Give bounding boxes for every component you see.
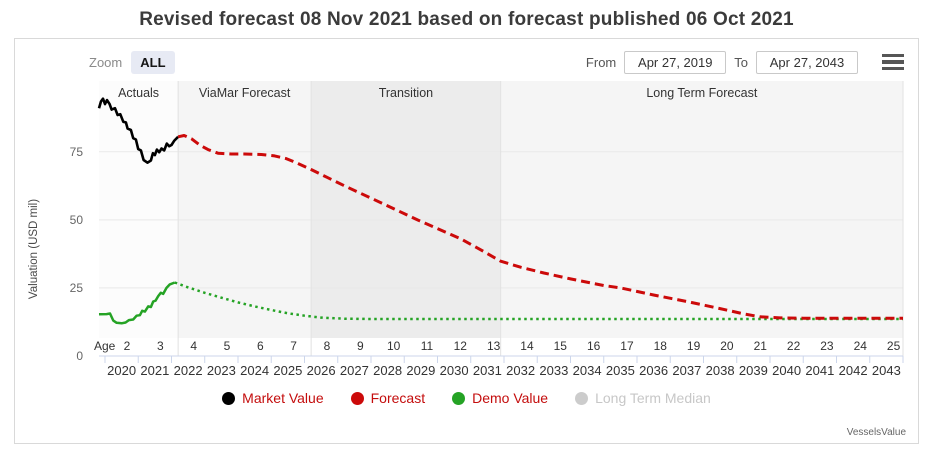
year-tick-label-2042: 2042 xyxy=(839,363,868,378)
age-tick-label-22: 22 xyxy=(787,339,801,353)
series-demo-value-forecast- xyxy=(174,281,903,321)
legend-marker-icon xyxy=(222,391,236,405)
age-tick-label-23: 23 xyxy=(820,339,834,353)
y-tick-label-75: 75 xyxy=(70,145,84,159)
legend-label: Demo Value xyxy=(472,390,549,406)
year-tick-label-2023: 2023 xyxy=(207,363,236,378)
page-title: Revised forecast 08 Nov 2021 based on fo… xyxy=(139,9,794,30)
from-label: From xyxy=(585,54,617,70)
year-tick-label-2026: 2026 xyxy=(307,363,336,378)
series-demo-value-actual- xyxy=(98,281,176,325)
age-tick-label-3: 3 xyxy=(157,339,164,353)
year-tick-label-2029: 2029 xyxy=(406,363,435,378)
y-tick-label-25: 25 xyxy=(70,281,84,295)
legend-item-forecast[interactable]: Forecast xyxy=(350,390,426,406)
age-tick-label-25: 25 xyxy=(887,339,901,353)
age-tick-label-11: 11 xyxy=(421,339,434,353)
legend-label: Long Term Median xyxy=(595,390,711,406)
year-tick-label-2038: 2038 xyxy=(706,363,735,378)
year-tick-label-2031: 2031 xyxy=(473,363,502,378)
plot-band-actuals xyxy=(99,81,179,338)
legend-marker-icon xyxy=(452,391,466,405)
year-tick-label-2043: 2043 xyxy=(872,363,901,378)
year-tick-label-2037: 2037 xyxy=(672,363,701,378)
age-tick-label-15: 15 xyxy=(554,339,568,353)
plot-band-transition xyxy=(311,81,501,338)
plot-band-viamar-forecast xyxy=(178,81,312,338)
zoom-all-button[interactable]: ALL xyxy=(131,50,175,74)
region-label-long-term-forecast: Long Term Forecast xyxy=(646,86,757,100)
legend-marker-icon xyxy=(350,391,364,405)
series-forecast xyxy=(177,134,903,320)
year-tick-label-2041: 2041 xyxy=(805,363,834,378)
plot-band-long-term-forecast xyxy=(500,81,903,338)
year-tick-label-2030: 2030 xyxy=(440,363,469,378)
year-tick-label-2035: 2035 xyxy=(606,363,635,378)
year-tick-label-2022: 2022 xyxy=(174,363,203,378)
legend-item-long-term-median[interactable]: Long Term Median xyxy=(575,390,711,406)
region-label-transition: Transition xyxy=(379,86,433,100)
year-tick-label-2034: 2034 xyxy=(573,363,602,378)
age-tick-label-24: 24 xyxy=(854,339,868,353)
y-axis-title: Valuation (USD mil) xyxy=(28,199,40,299)
year-tick-label-2028: 2028 xyxy=(373,363,402,378)
age-tick-label-19: 19 xyxy=(687,339,701,353)
year-tick-label-2039: 2039 xyxy=(739,363,768,378)
age-tick-label-18: 18 xyxy=(654,339,668,353)
year-tick-label-2036: 2036 xyxy=(639,363,668,378)
year-tick-label-2024: 2024 xyxy=(240,363,269,378)
year-tick-label-2040: 2040 xyxy=(772,363,801,378)
age-tick-label-12: 12 xyxy=(454,339,468,353)
age-tick-label-21: 21 xyxy=(754,339,768,353)
chart-toolbar: Zoom ALL From To xyxy=(23,49,910,75)
year-tick-label-2027: 2027 xyxy=(340,363,369,378)
date-range-group: From To xyxy=(586,49,906,76)
legend-label: Market Value xyxy=(242,390,324,406)
age-tick-label-6: 6 xyxy=(257,339,264,353)
age-tick-label-13: 13 xyxy=(487,339,501,353)
age-axis-label: Age xyxy=(94,339,116,353)
year-tick-label-2025: 2025 xyxy=(273,363,302,378)
watermark: VesselsValue xyxy=(846,427,906,438)
legend-marker-icon xyxy=(575,391,589,405)
menu-hamburger-icon[interactable] xyxy=(880,49,906,76)
forecast-chart: Actuals ViaMar Forecast Transition Long Ter… xyxy=(28,81,904,378)
age-tick-label-10: 10 xyxy=(387,339,401,353)
region-label-viamar-forecast: ViaMar Forecast xyxy=(199,86,291,100)
plot-area[interactable] xyxy=(99,81,903,356)
age-tick-label-7: 7 xyxy=(290,339,297,353)
year-tick-label-2032: 2032 xyxy=(506,363,535,378)
to-date-input[interactable] xyxy=(756,50,858,74)
y-tick-label-0: 0 xyxy=(76,349,83,363)
to-label: To xyxy=(734,54,748,70)
year-tick-label-2033: 2033 xyxy=(539,363,568,378)
series-market-value xyxy=(97,97,180,164)
age-tick-label-14: 14 xyxy=(520,339,534,353)
zoom-label: Zoom xyxy=(89,54,123,70)
chart-panel: Zoom ALL From To Actuals ViaMar Forecast T… xyxy=(14,38,919,444)
age-tick-label-8: 8 xyxy=(324,339,331,353)
age-tick-label-16: 16 xyxy=(587,339,601,353)
year-tick-label-2021: 2021 xyxy=(140,363,169,378)
year-tick-label-2020: 2020 xyxy=(107,363,136,378)
age-tick-label-4: 4 xyxy=(190,339,197,353)
age-tick-label-17: 17 xyxy=(620,339,634,353)
y-tick-label-50: 50 xyxy=(70,213,84,227)
legend: Market Value Forecast Demo Value Long Term … xyxy=(23,384,910,412)
region-label-actuals: Actuals xyxy=(118,86,159,100)
legend-label: Forecast xyxy=(370,390,426,406)
age-tick-label-2: 2 xyxy=(124,339,131,353)
legend-item-demo-value[interactable]: Demo Value xyxy=(452,390,548,406)
zoom-group: Zoom ALL xyxy=(89,50,175,74)
legend-item-market-value[interactable]: Market Value xyxy=(222,390,324,406)
age-tick-label-20: 20 xyxy=(720,339,734,353)
age-tick-label-5: 5 xyxy=(224,339,231,353)
from-date-input[interactable] xyxy=(624,50,727,74)
age-tick-label-9: 9 xyxy=(357,339,364,353)
